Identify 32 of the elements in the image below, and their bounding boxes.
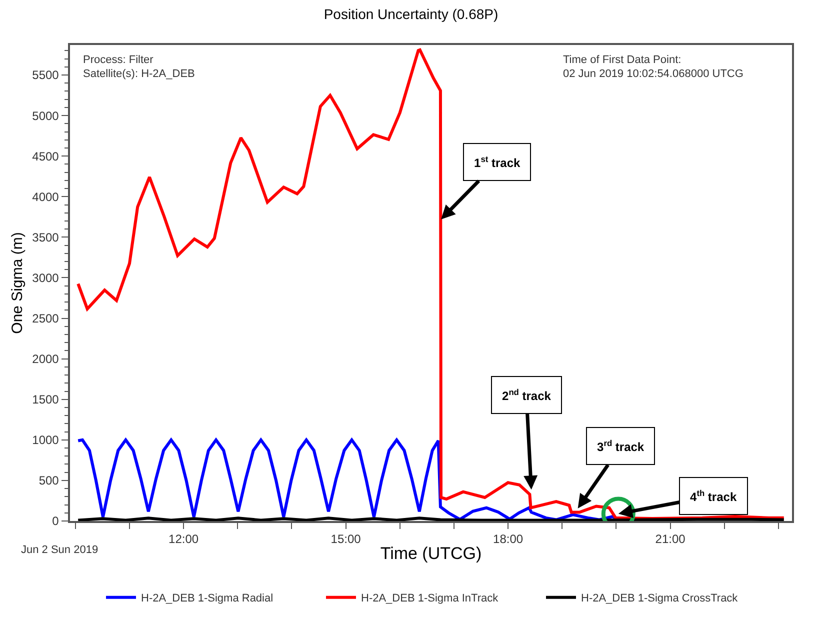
- y-tick-label: 0: [52, 514, 60, 528]
- y-tick-label: 3500: [32, 230, 60, 244]
- annotation: Process: Filter: [83, 54, 154, 66]
- annotation: 1$^{st}$ track: [474, 154, 520, 170]
- legend-label: H-2A_DEB 1-Sigma CrossTrack: [581, 592, 738, 605]
- annotation: 4$^{th}$ track: [690, 488, 737, 504]
- y-tick-label: 1000: [32, 433, 60, 448]
- legend-label: H-2A_DEB 1-Sigma Radial: [141, 592, 274, 605]
- line-series: [76, 48, 786, 520]
- annotation: Time of First Data Point:: [563, 54, 682, 66]
- y-tick-label: 5500: [32, 68, 60, 82]
- x-axis-title: Time (UTCG): [380, 544, 482, 564]
- annotation: Satellite(s): H-2A_DEB: [83, 68, 195, 80]
- annotation: 2$^{nd}$ track: [502, 387, 552, 404]
- annotation: 02 Jun 2019 10:02:54.068000 UTCG: [563, 68, 744, 80]
- legend-label: H-2A_DEB 1-Sigma InTrack: [361, 592, 499, 605]
- x-tick-label: 21:00: [655, 532, 686, 546]
- x-tick-label: 15:00: [330, 532, 362, 546]
- y-tick-label: 4500: [32, 149, 60, 164]
- y-tick-label: 4000: [32, 190, 60, 204]
- y-tick-label: 500: [38, 474, 60, 488]
- y-tick-label: 3000: [32, 270, 60, 285]
- x-tick-label: 18:00: [493, 532, 524, 546]
- y-tick-label: 1500: [32, 392, 60, 407]
- text: Jun 2 Sun 2019: [21, 544, 98, 556]
- y-tick-label: 2000: [32, 352, 60, 366]
- x-tick-label: 12:00: [168, 532, 199, 546]
- annotation: 3$^{rd}$ track: [597, 438, 644, 454]
- y-tick-label: 5000: [32, 108, 60, 123]
- chart-title: Position Uncertainty (0.68P): [324, 6, 498, 22]
- y-tick-label: 2500: [32, 311, 60, 326]
- y-axis-title: One Sigma (m): [8, 232, 26, 334]
